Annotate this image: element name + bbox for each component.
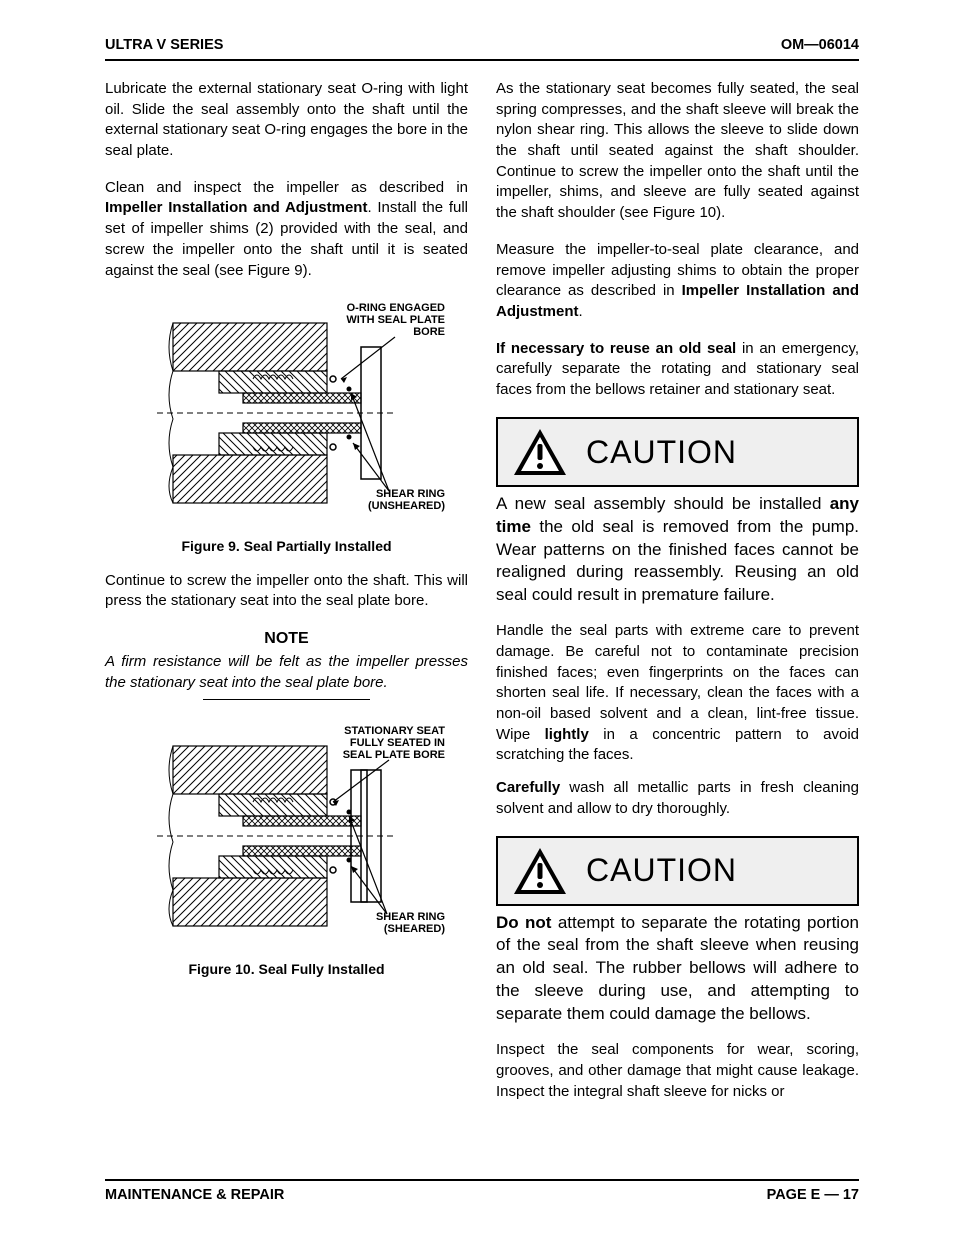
right-p3: If necessary to reuse an old seal in an … <box>496 339 859 401</box>
fig10-label2-l2: (SHEARED) <box>383 923 444 935</box>
caution-2-body: Do not attempt to separate the rotating … <box>496 912 859 1027</box>
right-p5-a: Carefully <box>496 779 560 796</box>
figure-9-caption: Figure 9. Seal Partially Installed <box>105 537 468 556</box>
note-heading: NOTE <box>105 628 468 650</box>
page-footer: MAINTENANCE & REPAIR PAGE E — 17 <box>105 1179 859 1205</box>
warning-icon <box>512 846 568 896</box>
header-right: OM—06014 <box>781 35 859 55</box>
caution-2-b: attempt to separate the rotating portion… <box>496 913 859 1024</box>
fig10-label1-l2: FULLY SEATED IN <box>349 737 444 749</box>
figure-9: O-RING ENGAGED WITH SEAL PLATE BORE SHEA… <box>105 297 468 556</box>
left-column: Lubricate the external stationary seat O… <box>105 79 468 1102</box>
fig9-label2-l2: (UNSHEARED) <box>368 500 445 512</box>
right-p4-a: Handle the seal parts with extreme care … <box>496 622 859 742</box>
caution-1-c: the old seal is removed from the pump. W… <box>496 517 859 605</box>
right-column: As the stationary seat becomes fully sea… <box>496 79 859 1102</box>
footer-left: MAINTENANCE & REPAIR <box>105 1185 284 1205</box>
caution-1-body: A new seal assembly should be installed … <box>496 493 859 608</box>
caution-2-label: CAUTION <box>586 848 737 892</box>
warning-icon <box>512 427 568 477</box>
left-p2: Clean and inspect the impeller as descri… <box>105 178 468 281</box>
left-p2-a: Clean and inspect the impeller as descri… <box>105 179 468 196</box>
page-header: ULTRA V SERIES OM—06014 <box>105 35 859 61</box>
right-p2-c: . <box>579 303 583 320</box>
right-p4: Handle the seal parts with extreme care … <box>496 621 859 766</box>
fig10-label1-l3: SEAL PLATE BORE <box>342 749 444 761</box>
figure-10: STATIONARY SEAT FULLY SEATED IN SEAL PLA… <box>105 720 468 979</box>
figure-10-caption: Figure 10. Seal Fully Installed <box>105 960 468 979</box>
right-p4-b: lightly <box>545 726 589 743</box>
caution-2-a: Do not <box>496 913 551 932</box>
note-rule <box>203 699 370 700</box>
figure-10-svg: STATIONARY SEAT FULLY SEATED IN SEAL PLA… <box>127 720 447 950</box>
footer-right: PAGE E — 17 <box>767 1185 859 1205</box>
note-body: A firm resistance will be felt as the im… <box>105 652 468 693</box>
content-columns: Lubricate the external stationary seat O… <box>105 79 859 1102</box>
right-p2: Measure the impeller-to-seal plate clear… <box>496 240 859 323</box>
caution-box-1: CAUTION <box>496 417 859 487</box>
right-p6: Inspect the seal components for wear, sc… <box>496 1040 859 1102</box>
right-p1: As the stationary seat becomes fully sea… <box>496 79 859 224</box>
caution-1-label: CAUTION <box>586 430 737 474</box>
figure-9-svg: O-RING ENGAGED WITH SEAL PLATE BORE SHEA… <box>127 297 447 527</box>
right-p5: Carefully wash all metallic parts in fre… <box>496 778 859 819</box>
fig9-label1-l1: O-RING ENGAGED <box>346 302 444 314</box>
right-p3-a: If necessary to reuse an old seal <box>496 340 736 357</box>
fig9-label2-l1: SHEAR RING <box>375 488 444 500</box>
header-left: ULTRA V SERIES <box>105 35 223 55</box>
left-p1: Lubricate the external stationary seat O… <box>105 79 468 162</box>
fig9-label1-l2: WITH SEAL PLATE <box>346 314 445 326</box>
caution-box-2: CAUTION <box>496 836 859 906</box>
fig9-label1-l3: BORE <box>413 326 445 338</box>
fig10-label1-l1: STATIONARY SEAT <box>344 725 445 737</box>
left-p3: Continue to screw the impeller onto the … <box>105 571 468 612</box>
caution-1-a: A new seal assembly should be installed <box>496 494 830 513</box>
left-p2-b: Impeller Installation and Adjustment <box>105 199 367 216</box>
